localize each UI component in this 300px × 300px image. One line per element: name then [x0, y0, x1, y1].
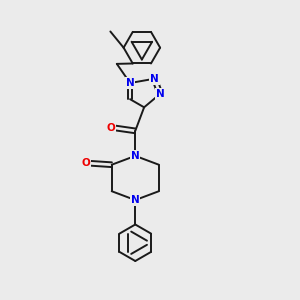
Text: N: N — [156, 89, 164, 99]
Text: O: O — [82, 158, 91, 168]
Text: N: N — [126, 78, 134, 88]
Text: N: N — [150, 74, 159, 84]
Text: O: O — [107, 123, 116, 133]
Text: N: N — [131, 195, 140, 205]
Text: N: N — [131, 151, 140, 161]
